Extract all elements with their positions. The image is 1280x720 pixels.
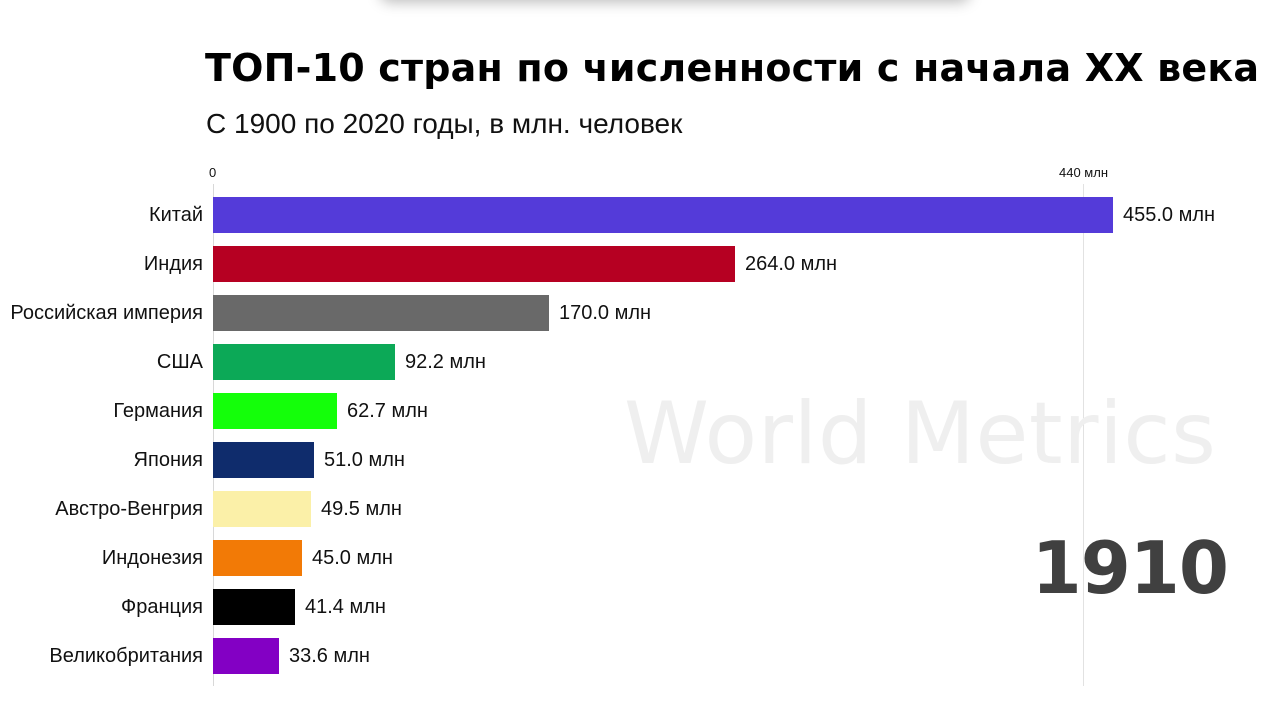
bar-value-label: 33.6 млн bbox=[289, 645, 370, 667]
bar bbox=[213, 344, 395, 380]
watermark: World Metrics bbox=[624, 384, 1217, 484]
bar-value-label: 92.2 млн bbox=[405, 351, 486, 373]
bar-category-label: Российская империя bbox=[10, 302, 203, 324]
year-label: 1910 bbox=[1031, 526, 1229, 610]
bar-category-label: Индия bbox=[143, 253, 203, 275]
bar bbox=[213, 589, 295, 625]
bar bbox=[213, 442, 314, 478]
bar-category-label: Великобритания bbox=[49, 645, 203, 667]
bar-row: Франция 41.4 млн bbox=[0, 589, 1280, 625]
bar-value-label: 455.0 млн bbox=[1123, 204, 1216, 226]
bar-category-label: Германия bbox=[113, 400, 203, 422]
bar-row: Индия 264.0 млн bbox=[0, 246, 1280, 282]
y-axis-line bbox=[213, 184, 214, 686]
bar-value-label: 41.4 млн bbox=[305, 596, 386, 618]
bar-value-label: 62.7 млн bbox=[347, 400, 428, 422]
bar-value-label: 170.0 млн bbox=[559, 302, 652, 324]
bar-value-label: 49.5 млн bbox=[321, 498, 402, 520]
gridline-440 bbox=[1083, 184, 1084, 686]
bar-value-label: 264.0 млн bbox=[745, 253, 838, 275]
bar-value-label: 51.0 млн bbox=[324, 449, 405, 471]
x-tick-0: 0 bbox=[209, 165, 217, 180]
bar bbox=[213, 638, 279, 674]
bar-category-label: Индонезия bbox=[101, 547, 203, 569]
bar-row: Австро-Венгрия 49.5 млн bbox=[0, 491, 1280, 527]
bar bbox=[213, 540, 302, 576]
bar-row: Китай 455.0 млн bbox=[0, 197, 1280, 233]
bar-category-label: США bbox=[156, 351, 203, 373]
chart-title: ТОП-10 стран по численности с начала XX … bbox=[205, 46, 1260, 90]
bar bbox=[213, 295, 549, 331]
bar-row: Германия 62.7 млн bbox=[0, 393, 1280, 429]
x-tick-440: 440 млн bbox=[1059, 165, 1109, 180]
bar-row: Великобритания 33.6 млн bbox=[0, 638, 1280, 674]
bar-row: Япония 51.0 млн bbox=[0, 442, 1280, 478]
bar-row: США 92.2 млн bbox=[0, 344, 1280, 380]
bar-category-label: Китай bbox=[148, 204, 203, 226]
bar bbox=[213, 491, 311, 527]
bar-category-label: Австро-Венгрия bbox=[55, 498, 203, 520]
bar-row: Российская империя 170.0 млн bbox=[0, 295, 1280, 331]
bar-category-label: Франция bbox=[121, 596, 203, 618]
bar bbox=[213, 197, 1113, 233]
bar-category-label: Япония bbox=[133, 449, 203, 471]
chart-subtitle: С 1900 по 2020 годы, в млн. человек bbox=[206, 108, 683, 139]
bar-value-label: 45.0 млн bbox=[312, 547, 393, 569]
bar bbox=[213, 393, 337, 429]
bar bbox=[213, 246, 735, 282]
bar-row: Индонезия 45.0 млн bbox=[0, 540, 1280, 576]
